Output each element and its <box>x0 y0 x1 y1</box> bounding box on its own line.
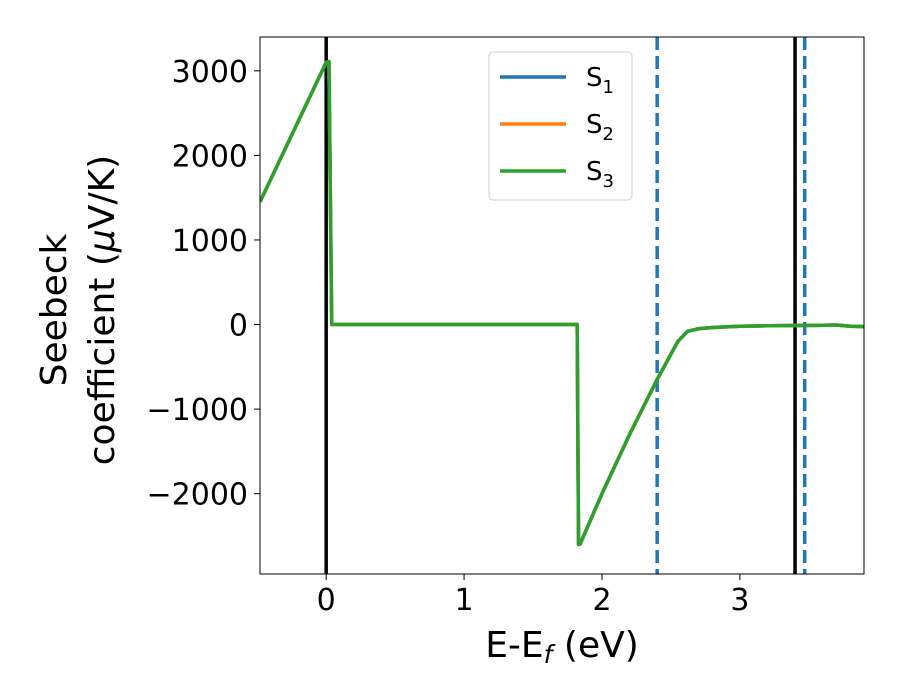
vertical-lines <box>324 37 807 574</box>
legend: S1 S2 S3 <box>488 51 633 201</box>
x-tick-label: 0 <box>317 583 336 618</box>
y-tick-label: −2000 <box>147 478 248 513</box>
y-axis-label-suffix: V/K) <box>82 155 123 229</box>
series-line-s3 <box>260 59 864 547</box>
y-axis-label: Seebeck coefficient (μV/K) <box>34 155 123 465</box>
x-tick-label: 1 <box>455 583 474 618</box>
y-axis-label-line1: Seebeck <box>34 233 75 386</box>
x-axis-label: E-Ef (eV) <box>485 625 639 669</box>
y-tick-label: 2000 <box>172 139 248 174</box>
plot-frame <box>259 36 865 575</box>
series-lines <box>260 59 864 547</box>
legend-label-s3: S3 <box>586 157 614 192</box>
x-axis-label-main: E-E <box>485 625 543 666</box>
y-axis-label-prefix: coefficient ( <box>82 252 123 465</box>
y-tick-label: 0 <box>229 309 248 344</box>
legend-label-s2: S2 <box>586 110 614 145</box>
y-axis-label-line2: coefficient (μV/K) <box>82 155 123 465</box>
legend-box <box>488 51 633 201</box>
y-tick-label: 3000 <box>172 55 248 90</box>
y-axis-label-mu: μ <box>82 229 123 253</box>
x-axis: 0 1 2 3 <box>317 574 749 618</box>
y-axis: 3000 2000 1000 0 −1000 −2000 <box>147 55 260 513</box>
x-tick-label: 3 <box>730 583 749 618</box>
legend-label-s1: S1 <box>586 63 614 98</box>
y-tick-label: 1000 <box>172 224 248 259</box>
x-axis-label-suffix: (eV) <box>552 625 638 666</box>
y-tick-label: −1000 <box>147 393 248 428</box>
x-tick-label: 2 <box>592 583 611 618</box>
